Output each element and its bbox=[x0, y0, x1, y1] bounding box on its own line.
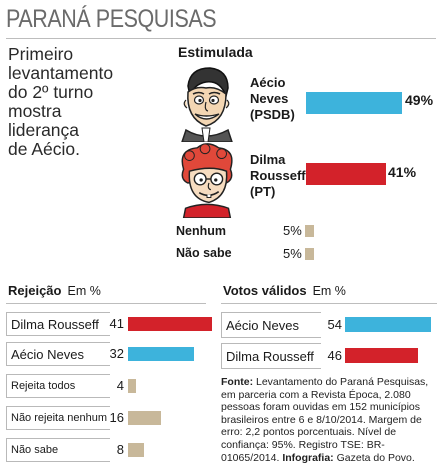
estimulada-label-nenhum: Nenhum bbox=[176, 224, 226, 238]
row-label: Dilma Rousseff bbox=[226, 348, 314, 364]
rejeicao-row-aecio: Aécio Neves bbox=[6, 342, 110, 366]
estimulada-label-dilma: Dilma Rousseff (PT) bbox=[250, 152, 306, 200]
lead-line: Primeiro bbox=[8, 44, 74, 64]
lead-text: Primeiro levantamento do 2º turno mostra… bbox=[8, 45, 158, 159]
label-line: (PSDB) bbox=[250, 107, 295, 122]
votos-validos-unit: Em % bbox=[312, 284, 346, 298]
estimulada-label-nao-sabe: Não sabe bbox=[176, 246, 232, 260]
estimulada-bar-nenhum bbox=[305, 225, 314, 237]
lead-line: de Aécio. bbox=[8, 139, 80, 159]
rejeicao-row-nao-sabe: Não sabe bbox=[6, 438, 110, 462]
votos-bar-dilma bbox=[345, 348, 419, 363]
row-label: Não rejeita nenhum bbox=[11, 412, 108, 424]
rejeicao-rule bbox=[6, 303, 206, 304]
rejeicao-value-rejeita-todos: 4 bbox=[116, 378, 124, 393]
votos-value-aecio: 54 bbox=[327, 317, 342, 332]
rejeicao-title: Rejeição Em % bbox=[8, 283, 101, 298]
rejeicao-row-nao-rejeita: Não rejeita nenhum bbox=[6, 406, 110, 430]
rejeicao-bar-nao-sabe bbox=[128, 443, 145, 457]
votos-validos-rule bbox=[221, 303, 437, 304]
lead-line: mostra bbox=[8, 101, 62, 121]
rejeicao-bar-aecio bbox=[128, 347, 194, 361]
estimulada-value-aecio: 49% bbox=[405, 92, 434, 108]
fonte-text: Levantamento do Paraná Pesquisas, em par… bbox=[221, 376, 429, 464]
row-label: Aécio Neves bbox=[226, 317, 299, 333]
aecio-caricature-icon bbox=[181, 67, 233, 142]
estimulada-bar-nao-sabe bbox=[305, 248, 314, 260]
label-line: Neves bbox=[250, 91, 289, 106]
rejeicao-title-text: Rejeição bbox=[8, 283, 62, 298]
estimulada-bar-dilma bbox=[306, 163, 387, 185]
votos-value-dilma: 46 bbox=[327, 348, 342, 363]
rejeicao-value-nao-sabe: 8 bbox=[116, 442, 124, 457]
rejeicao-row-rejeita-todos: Rejeita todos bbox=[6, 374, 110, 398]
estimulada-value-nenhum: 5% bbox=[283, 223, 302, 238]
rejeicao-bar-nao-rejeita bbox=[128, 411, 161, 425]
label-line: (PT) bbox=[250, 184, 276, 199]
estimulada-label-aecio: Aécio Neves (PSDB) bbox=[250, 75, 295, 123]
row-label: Dilma Rousseff bbox=[11, 316, 99, 332]
label-line: Aécio bbox=[250, 75, 286, 90]
estimulada-bar-aecio bbox=[306, 92, 402, 114]
rejeicao-value-aecio: 32 bbox=[109, 346, 124, 361]
votos-row-dilma: Dilma Rousseff bbox=[221, 343, 321, 369]
fonte-label: Fonte: bbox=[221, 376, 254, 388]
rejeicao-value-dilma: 41 bbox=[109, 316, 124, 331]
dilma-caricature-icon bbox=[181, 143, 233, 218]
row-label: Não sabe bbox=[11, 444, 59, 456]
label-line: Dilma bbox=[250, 152, 286, 167]
row-label: Rejeita todos bbox=[11, 380, 76, 392]
estimulada-value-nao-sabe: 5% bbox=[283, 246, 302, 261]
lead-line: liderança bbox=[8, 120, 80, 140]
row-label: Aécio Neves bbox=[11, 346, 84, 362]
lead-line: do 2º turno bbox=[8, 82, 94, 102]
page-title: PARANÁ PESQUISAS bbox=[6, 5, 217, 33]
label-line: Rousseff bbox=[250, 168, 306, 183]
votos-row-aecio: Aécio Neves bbox=[221, 312, 321, 338]
estimulada-value-dilma: 41% bbox=[388, 164, 417, 180]
rejeicao-unit: Em % bbox=[67, 284, 101, 298]
source-note: Fonte: Levantamento do Paraná Pesquisas,… bbox=[221, 376, 439, 464]
votos-validos-title-text: Votos válidos bbox=[223, 283, 307, 298]
rejeicao-bar-rejeita-todos bbox=[128, 379, 137, 393]
title-divider bbox=[6, 38, 436, 39]
rejeicao-bar-dilma bbox=[128, 317, 212, 331]
votos-validos-title: Votos válidos Em % bbox=[223, 283, 346, 298]
rejeicao-value-nao-rejeita: 16 bbox=[109, 410, 124, 425]
rejeicao-row-dilma: Dilma Rousseff bbox=[6, 312, 110, 336]
estimulada-title: Estimulada bbox=[178, 44, 253, 60]
infografia-text: Gazeta do Povo. bbox=[336, 451, 415, 464]
infografia-label: Infografia: bbox=[282, 451, 334, 464]
lead-line: levantamento bbox=[8, 63, 114, 83]
votos-bar-aecio bbox=[345, 317, 431, 332]
